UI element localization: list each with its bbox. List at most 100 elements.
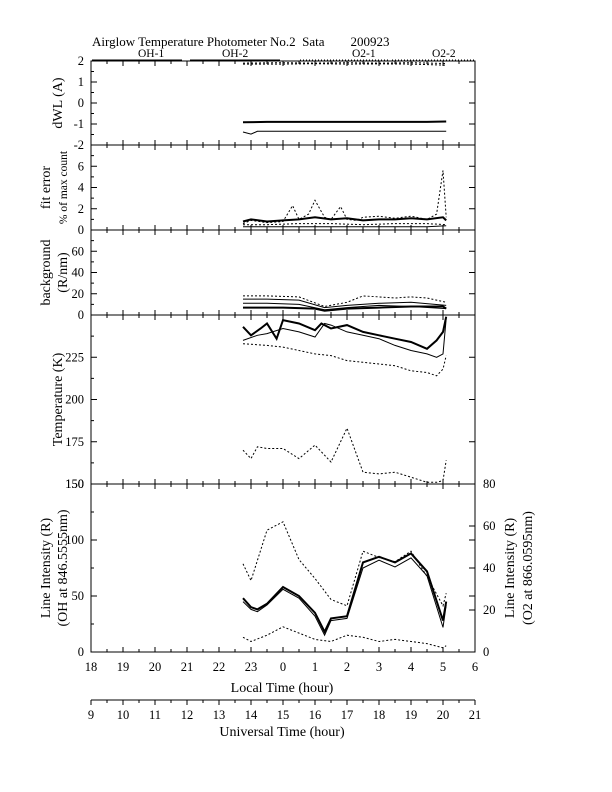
y-tick-label: 150 xyxy=(65,477,84,491)
series-oh-1 xyxy=(242,120,447,124)
y-tick-label: 200 xyxy=(65,393,84,407)
ut-tick-label: 14 xyxy=(245,708,258,722)
series-oh-1 xyxy=(242,216,447,223)
y2-tick-label: 40 xyxy=(483,561,496,575)
y-axis-label: fit error xyxy=(39,166,54,209)
lt-tick-label: 4 xyxy=(408,660,415,674)
y-axis-label: Temperature (K) xyxy=(51,352,66,446)
y2-tick-label: 80 xyxy=(483,477,496,491)
series-oh-2 xyxy=(243,302,447,311)
ut-tick-label: 11 xyxy=(149,708,161,722)
y-tick-label: -2 xyxy=(74,138,84,152)
y-axis-label-2: (OH at 846.5555nm) xyxy=(56,509,71,626)
ut-tick-label: 9 xyxy=(88,708,94,722)
y-tick-label: 225 xyxy=(65,350,84,364)
ut-tick-label: 19 xyxy=(405,708,418,722)
y2-tick-label: 0 xyxy=(483,645,489,659)
series-oh-1 xyxy=(243,305,447,312)
lt-tick-label: 20 xyxy=(149,660,162,674)
y-tick-label: 1 xyxy=(78,75,84,89)
y-tick-label: 175 xyxy=(65,435,84,449)
series-o2-2 xyxy=(242,343,447,377)
y-axis-label: dWL (A) xyxy=(51,77,66,129)
lt-tick-label: 5 xyxy=(440,660,446,674)
ut-tick-label: 17 xyxy=(341,708,354,722)
y2-tick-label: 20 xyxy=(483,603,496,617)
panel-frame xyxy=(90,314,476,485)
ut-tick-label: 18 xyxy=(373,708,386,722)
ut-tick-label: 15 xyxy=(277,708,290,722)
lt-tick-label: 1 xyxy=(312,660,318,674)
panels: -2 -1 0 1 2 dWL (A) 0 2 4 6 fit error % of max coun… xyxy=(39,54,536,659)
ut-tick-label: 21 xyxy=(469,708,482,722)
y-tick-label: 2 xyxy=(78,54,84,68)
ut-tick-label: 16 xyxy=(309,708,322,722)
series-o2-1 xyxy=(242,170,447,225)
y-tick-label: 0 xyxy=(78,645,84,659)
y-tick-label: 4 xyxy=(78,181,85,195)
series-oh-2 xyxy=(242,318,447,358)
lt-tick-label: 21 xyxy=(181,660,194,674)
y-tick-label: 2 xyxy=(78,202,84,216)
ut-axis-label: Universal Time (hour) xyxy=(219,725,345,740)
series-o2-1 xyxy=(242,426,447,483)
ut-tick-label: 12 xyxy=(181,708,194,722)
y-tick-label: 0 xyxy=(78,308,84,322)
legend-label-o21: O2-1 xyxy=(352,48,376,60)
y-tick-label: 0 xyxy=(78,223,84,237)
y-tick-label: 60 xyxy=(72,244,85,258)
y-tick-label: 40 xyxy=(72,266,85,280)
y2-axis-label: Line Intensity (R) xyxy=(503,518,518,619)
lt-tick-label: 3 xyxy=(376,660,382,674)
series-o2-2 xyxy=(243,223,447,226)
y-axis-label: Line Intensity (R) xyxy=(39,518,54,619)
lt-tick-label: 22 xyxy=(213,660,226,674)
series-o2-2 xyxy=(243,295,447,308)
lt-tick-label: 2 xyxy=(344,660,350,674)
series-oh-1 xyxy=(242,552,448,635)
lt-tick-label: 6 xyxy=(472,660,478,674)
y-axis-label: background xyxy=(39,239,54,305)
ut-tick-label: 20 xyxy=(437,708,450,722)
series-oh-2 xyxy=(242,130,447,135)
lt-tick-label: 18 xyxy=(85,660,98,674)
series-oh-1 xyxy=(242,316,448,350)
series-o2-1 xyxy=(243,63,447,66)
legend-label-oh1: OH-1 xyxy=(138,48,164,60)
y2-axis-label-2: (O2 at 866.0595nm) xyxy=(521,511,536,625)
y-axis-label-2: % of max count xyxy=(58,150,70,224)
panel-3: 0 20 40 60 background (R/nm) xyxy=(39,229,476,322)
lt-tick-label: 19 xyxy=(117,660,130,674)
chart-title: Airglow Temperature Photometer No.2 Sata… xyxy=(92,34,390,49)
y-tick-label: -1 xyxy=(74,117,84,131)
legend: OH-1 OH-2 O2-1 O2-2 xyxy=(92,48,476,61)
lt-tick-label: 23 xyxy=(245,660,258,674)
lt-axis-label: Local Time (hour) xyxy=(231,681,334,696)
ut-tick-label: 13 xyxy=(213,708,226,722)
lt-tick-label: 0 xyxy=(280,660,286,674)
series-o2-2 xyxy=(242,626,447,649)
panel-1: -2 -1 0 1 2 dWL (A) xyxy=(51,54,476,152)
y-tick-label: 150 xyxy=(65,477,84,491)
panel-frame xyxy=(90,60,476,146)
panel-frame xyxy=(90,229,476,316)
series-oh-2 xyxy=(243,225,447,228)
series-o2-2 xyxy=(242,62,447,64)
ut-tick-label: 10 xyxy=(117,708,130,722)
y-tick-label: 100 xyxy=(65,533,84,547)
y-tick-label: 0 xyxy=(78,96,84,110)
series-o2-1 xyxy=(243,298,447,309)
panel-2: 0 2 4 6 fit error % of max count xyxy=(39,144,476,237)
legend-label-oh2: OH-2 xyxy=(222,48,248,60)
y-tick-label: 20 xyxy=(72,287,85,301)
y-tick-label: 50 xyxy=(72,589,85,603)
y-axis-label-2: (R/nm) xyxy=(56,252,71,293)
time-axes: 18 19 20 21 22 23 0 1 2 3 4 5 69 10 11 12 13 14 15 16 17 18 19… xyxy=(85,660,482,722)
y-tick-label: 6 xyxy=(78,159,84,173)
legend-label-o22: O2-2 xyxy=(432,48,456,60)
y2-tick-label: 60 xyxy=(483,519,496,533)
series-o2-1 xyxy=(242,521,447,608)
